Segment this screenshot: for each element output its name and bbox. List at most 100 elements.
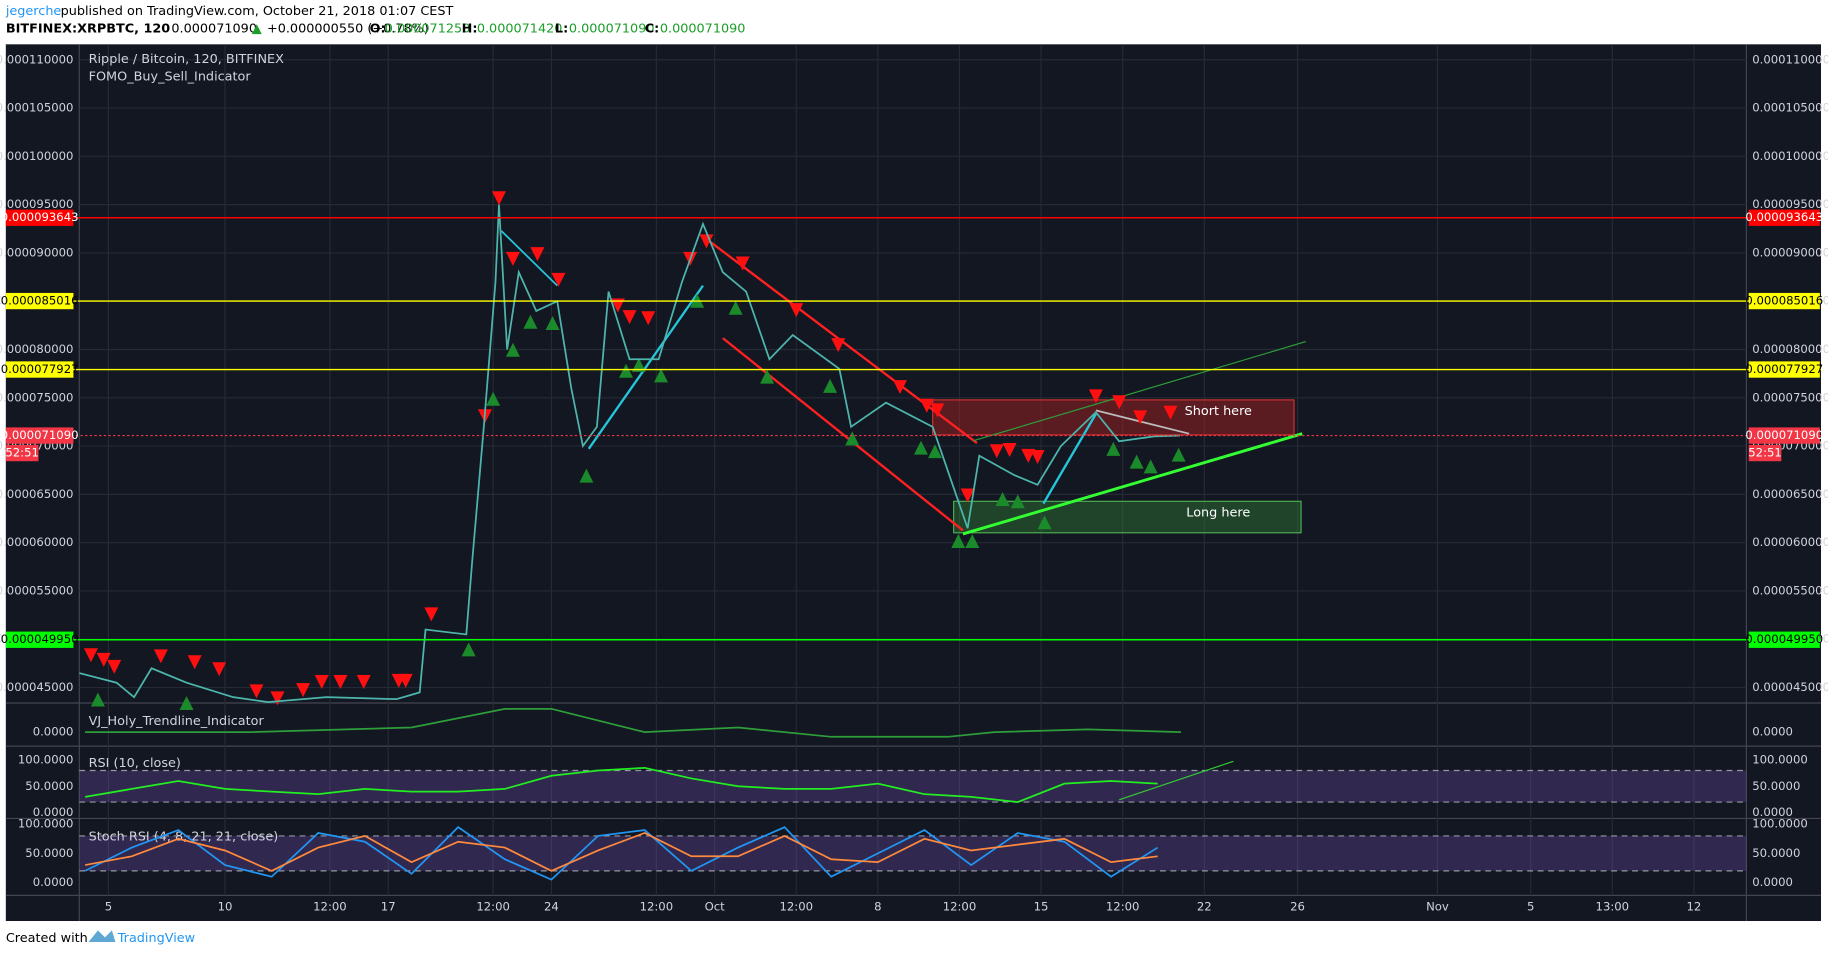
y-tick-label: 0.000055000 xyxy=(1752,583,1828,597)
band-fill xyxy=(79,835,1747,871)
level-label: 0.000093643 xyxy=(1,210,79,224)
level-label: 0.000049950 xyxy=(1745,632,1823,646)
level-tag xyxy=(5,631,74,648)
y-tick-label: 0.000080000 xyxy=(0,342,73,356)
logo xyxy=(88,930,116,942)
y-tick-label: 0.000090000 xyxy=(1752,245,1828,259)
price-line xyxy=(85,707,1181,738)
y-tick-label: 0.000045000 xyxy=(0,680,73,694)
x-tick-label: 26 xyxy=(1290,900,1305,914)
close: 0.000071090 xyxy=(660,22,746,37)
level-label: 0.000071090 xyxy=(1745,428,1823,442)
chart-title: Ripple / Bitcoin, 120, BITFINEX xyxy=(89,52,285,67)
x-tick-label: 12:00 xyxy=(313,900,347,914)
cyan-line xyxy=(1042,413,1097,505)
y-tick-label: 100.0000 xyxy=(18,752,74,766)
x-tick-label: Nov xyxy=(1426,900,1449,914)
indicator-name: FOMO_Buy_Sell_Indicator xyxy=(89,69,252,84)
y-tick-label: 0.000060000 xyxy=(0,535,73,549)
open-label: O: xyxy=(370,22,386,37)
short-zone xyxy=(932,399,1295,436)
x-tick-label: 12:00 xyxy=(943,900,977,914)
low-label: L: xyxy=(555,22,568,37)
level-label: 0.000071090 xyxy=(1,428,79,442)
y-tick-label: 50.0000 xyxy=(25,779,73,793)
timer-tag xyxy=(1748,444,1782,462)
x-tick-label: 12:00 xyxy=(476,900,510,914)
level-tag xyxy=(1748,209,1820,226)
y-tick-label: 0.000090000 xyxy=(0,245,73,259)
header: jegerche published on TradingView.com, O… xyxy=(5,4,746,36)
cyan-line xyxy=(500,230,558,287)
price-line xyxy=(84,766,1158,803)
x-tick-label: 12:00 xyxy=(640,900,674,914)
author[interactable]: jegerche xyxy=(5,4,62,19)
x-tick-label: 15 xyxy=(1034,900,1049,914)
y-tick-label: 0.000060000 xyxy=(1752,535,1828,549)
timer: 52:51 xyxy=(5,446,39,460)
wedge-line xyxy=(1095,409,1190,435)
timer: 52:51 xyxy=(1748,446,1782,460)
chart-frame xyxy=(5,44,1822,922)
annotation: Short here xyxy=(1185,404,1252,419)
last: 0.000071090 xyxy=(171,22,257,37)
y-tick-label: 0.000065000 xyxy=(0,487,73,501)
y-tick-label: 0.0000 xyxy=(33,805,74,819)
level-label: 0.000085016 xyxy=(1,294,79,308)
trend-line xyxy=(973,341,1306,442)
pane-title: VJ_Holy_Trendline_Indicator xyxy=(89,714,265,729)
y-tick-label: 0.0000 xyxy=(1752,725,1793,739)
brand[interactable]: TradingView xyxy=(117,931,195,946)
level-tag xyxy=(1748,427,1820,444)
y-tick-label: 0.000095000 xyxy=(0,197,73,211)
arrow: ▲ xyxy=(252,22,262,37)
y-tick-label: 0.000075000 xyxy=(0,390,73,404)
published: published on TradingView.com, October 21… xyxy=(61,4,454,19)
level-tag xyxy=(1748,631,1820,648)
level-label: 0.000077927 xyxy=(1745,362,1823,376)
footer: Created with TradingView xyxy=(6,930,195,946)
x-tick-label: 5 xyxy=(1527,900,1534,914)
y-tick-label: 0.0000 xyxy=(1752,875,1793,889)
y-tick-label: 0.0000 xyxy=(33,875,74,889)
timer-tag xyxy=(5,444,39,462)
level-label: 0.000085016 xyxy=(1745,294,1823,308)
y-tick-label: 0.000105000 xyxy=(0,101,73,115)
y-tick-label: 50.0000 xyxy=(1752,846,1800,860)
y-tick-label: 50.0000 xyxy=(1752,779,1800,793)
y-tick-label: 100.0000 xyxy=(18,817,74,831)
x-tick-label: 8 xyxy=(874,900,881,914)
x-tick-label: 22 xyxy=(1197,900,1212,914)
drawings xyxy=(500,230,1306,801)
x-tick-label: 12:00 xyxy=(1106,900,1140,914)
x-tick-label: 5 xyxy=(105,900,112,914)
price-line xyxy=(79,204,1180,703)
x-tick-label: 10 xyxy=(218,900,233,914)
y-tick-label: 0.000095000 xyxy=(1752,197,1828,211)
level-tag xyxy=(5,209,74,226)
level-tag xyxy=(1748,361,1820,378)
x-tick-label: 24 xyxy=(544,900,559,914)
open: 0.000071250 xyxy=(385,22,471,37)
high: 0.000071420 xyxy=(477,22,563,37)
x-tick-label: 12:00 xyxy=(779,900,813,914)
level-label: 0.000049950 xyxy=(1,632,79,646)
close-label: C: xyxy=(645,22,660,37)
y-tick-label: 0.000105000 xyxy=(1752,101,1828,115)
price-line xyxy=(84,826,1159,881)
band-fill xyxy=(79,770,1747,803)
y-tick-label: 0.000080000 xyxy=(1752,342,1828,356)
high-label: H: xyxy=(462,22,478,37)
y-tick-label: 0.0000 xyxy=(33,725,74,739)
annotation: Long here xyxy=(1186,505,1250,520)
x-tick-label: Oct xyxy=(705,900,726,914)
level-tag xyxy=(5,361,74,378)
long-zone xyxy=(953,500,1302,534)
x-tick-label: 17 xyxy=(381,900,396,914)
y-tick-label: 0.000100000 xyxy=(0,149,73,163)
y-tick-label: 0.000110000 xyxy=(0,52,73,66)
change: +0.000000550 (+0.78%) xyxy=(267,22,429,37)
y-tick-label: 0.000065000 xyxy=(1752,487,1828,501)
